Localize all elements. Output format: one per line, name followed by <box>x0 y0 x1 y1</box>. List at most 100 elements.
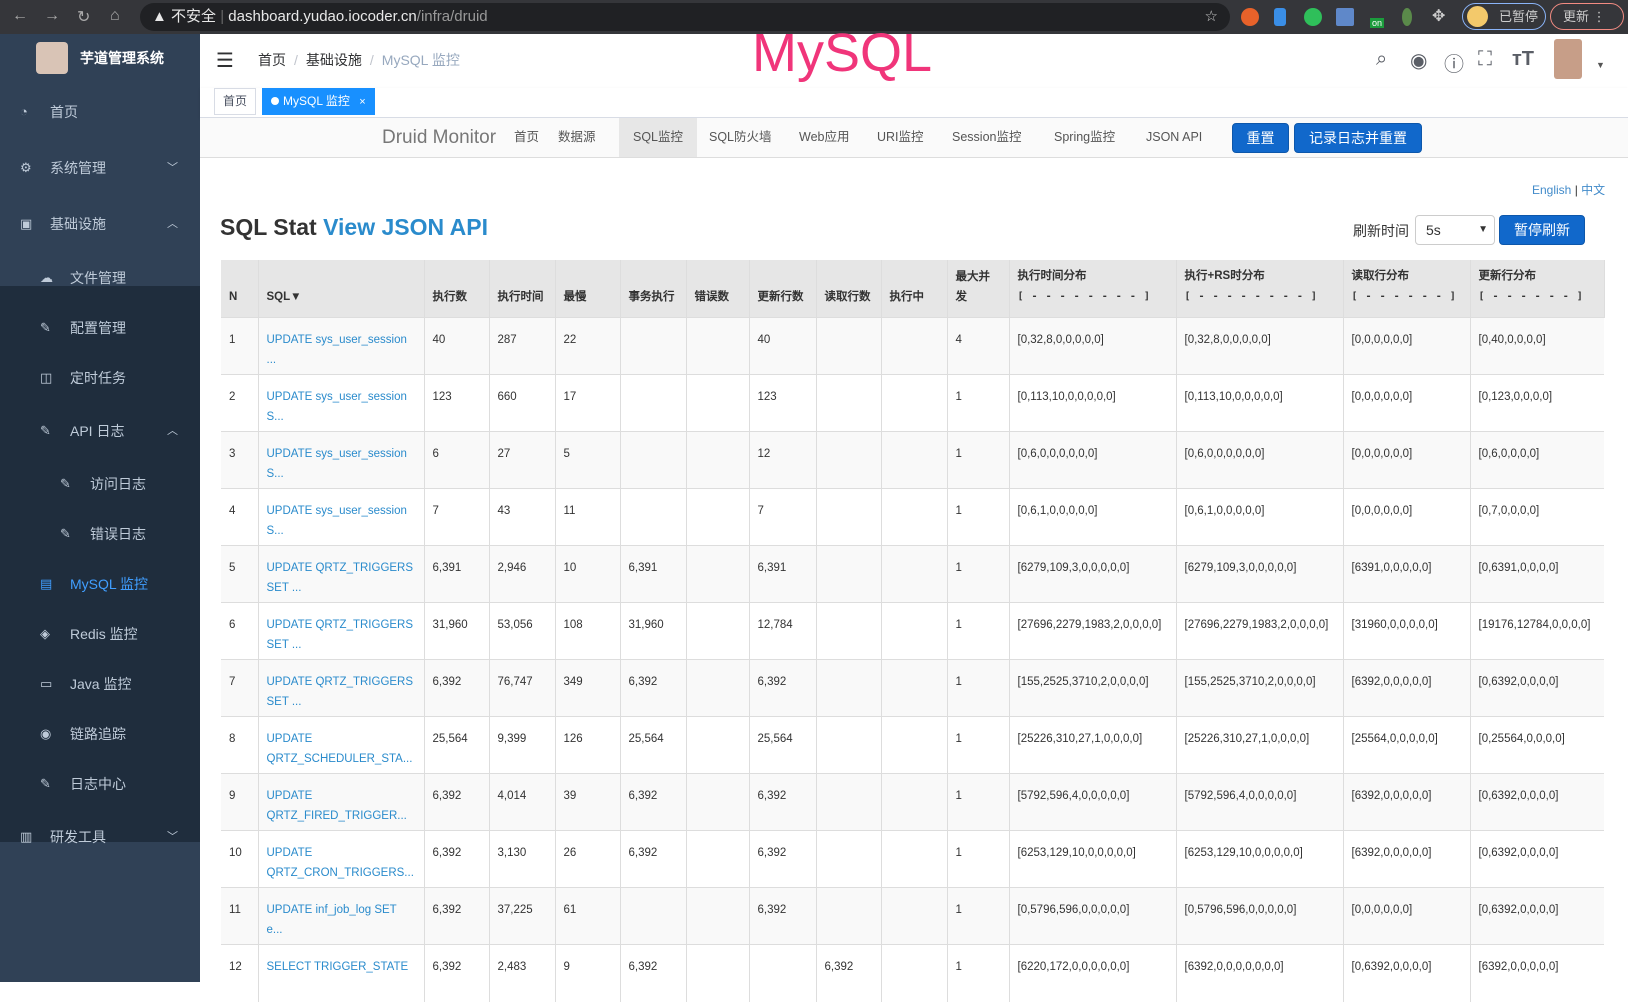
cell-value: [25226,310,27,1,0,0,0,0] <box>1184 733 1310 745</box>
sidebar-item[interactable]: ◫ 定时任务 <box>0 358 200 398</box>
sql-link[interactable]: UPDATE QRTZ_SCHEDULER_STA... <box>266 733 413 765</box>
cell-value: 5 <box>229 562 236 574</box>
druid-brand[interactable]: Druid Monitor <box>382 127 497 148</box>
sql-link[interactable]: UPDATE inf_job_log SET e... <box>266 904 397 936</box>
github-icon[interactable]: ◉ <box>1410 50 1428 72</box>
update-button[interactable]: 更新 ⋮ <box>1550 3 1624 30</box>
cell-value: [0,123,0,0,0,0] <box>1478 391 1553 403</box>
search-icon[interactable]: ⌕ <box>1376 48 1388 70</box>
extension-icon[interactable] <box>1274 8 1286 26</box>
sql-link[interactable]: SELECT TRIGGER_STATE <box>266 961 409 973</box>
druid-nav-item[interactable]: JSON API <box>1146 130 1203 144</box>
sidebar-item[interactable]: ▥ 研发工具 ﹀ <box>0 817 200 857</box>
profile-paused-button[interactable]: 已暂停 <box>1462 3 1546 30</box>
sidebar-item[interactable]: ▣ 基础设施 ︿ <box>0 204 200 244</box>
forward-icon[interactable]: → <box>44 7 60 24</box>
sidebar-item[interactable]: ▤ MySQL 监控 <box>0 564 200 604</box>
sidebar-item[interactable]: ◉ 链路追踪 <box>0 714 200 754</box>
sql-link[interactable]: UPDATE QRTZ_FIRED_TRIGGER... <box>266 790 407 822</box>
druid-nav-item[interactable]: 数据源 <box>558 130 596 144</box>
cell-value: 1 <box>955 847 962 859</box>
extension-icon[interactable] <box>1402 8 1412 26</box>
cell-value: 40 <box>757 334 771 346</box>
cell-value: 1 <box>229 334 236 346</box>
lang-english[interactable]: English <box>1532 183 1572 197</box>
table-cell: 126 <box>554 716 620 774</box>
druid-nav-item[interactable]: URI监控 <box>877 130 924 144</box>
sql-link[interactable]: UPDATE sys_user_session S... <box>266 448 407 480</box>
tag-home[interactable]: 首页 <box>214 88 257 115</box>
star-icon[interactable]: ☆ <box>1204 8 1218 25</box>
table-cell: 2 <box>221 374 258 432</box>
druid-nav-item[interactable]: Web应用 <box>799 130 850 144</box>
fullscreen-icon[interactable]: ⛶ <box>1478 48 1492 70</box>
close-icon[interactable]: × <box>359 96 366 108</box>
lang-chinese[interactable]: 中文 <box>1581 183 1606 197</box>
view-json-api-link[interactable]: View JSON API <box>323 214 489 240</box>
back-icon[interactable]: ← <box>12 7 28 24</box>
druid-nav-item[interactable]: Spring监控 <box>1054 130 1116 144</box>
puzzle-icon[interactable]: ✥ <box>1432 8 1446 25</box>
extension-icon[interactable] <box>1241 8 1259 26</box>
reset-button[interactable]: 重置 <box>1232 123 1289 153</box>
extension-icon[interactable] <box>1304 8 1322 26</box>
cell-value: [5792,596,4,0,0,0,0,0] <box>1017 790 1130 802</box>
sidebar-item[interactable]: ✎ 配置管理 <box>0 308 200 348</box>
hamburger-icon[interactable]: ☰ <box>216 50 234 72</box>
font-size-icon[interactable]: ᴛT <box>1512 48 1535 70</box>
sidebar-item[interactable]: ◈ Redis 监控 <box>0 614 200 654</box>
sql-link[interactable]: UPDATE sys_user_session S... <box>266 391 407 423</box>
sql-link[interactable]: UPDATE QRTZ_TRIGGERS SET ... <box>266 619 414 651</box>
avatar[interactable] <box>1554 39 1582 79</box>
druid-nav-item[interactable]: 首页 <box>514 130 540 144</box>
cell-value: 2 <box>229 391 236 403</box>
sql-link[interactable]: UPDATE sys_user_session ... <box>266 334 407 366</box>
sql-link[interactable]: UPDATE QRTZ_TRIGGERS SET ... <box>266 676 414 708</box>
log-icon: ✎ <box>60 526 71 541</box>
column-header: 读取行分布 [ - - - - - - ] <box>1343 260 1471 318</box>
sidebar-item[interactable]: ✎ 错误日志 <box>0 514 200 554</box>
table-cell: [0,7,0,0,0,0] <box>1469 488 1604 546</box>
help-icon[interactable]: ⓘ <box>1444 54 1464 76</box>
sql-link[interactable]: UPDATE QRTZ_CRON_TRIGGERS... <box>266 847 414 879</box>
paused-label: 已暂停 <box>1499 9 1539 24</box>
sql-link[interactable]: UPDATE QRTZ_TRIGGERS SET ... <box>266 562 414 594</box>
druid-nav-item[interactable]: SQL监控 <box>619 118 698 157</box>
navbar: ☰ 首页 / 基础设施 / MySQL 监控 MySQL ⌕ ◉ ⓘ ⛶ ᴛT ▼ <box>200 23 1628 88</box>
breadcrumb-item[interactable]: 基础设施 <box>305 52 362 68</box>
table-cell <box>880 374 947 432</box>
caret-down-icon[interactable]: ▼ <box>1596 60 1605 70</box>
extension-icon[interactable] <box>1336 8 1354 26</box>
table-cell: [0,6392,0,0,0,0] <box>1469 887 1604 945</box>
column-header[interactable]: SQL▼ <box>258 260 425 318</box>
table-cell: UPDATE QRTZ_TRIGGERS SET ... <box>257 602 424 660</box>
cell-value: 6,392 <box>757 904 787 916</box>
sidebar-item[interactable]: ✎ API 日志 ︿ <box>0 411 200 451</box>
tags-view: 首页 MySQL 监控 × <box>200 88 1628 118</box>
sidebar-item[interactable]: ◔ 首页 <box>0 92 200 132</box>
log-and-reset-button[interactable]: 记录日志并重置 <box>1294 123 1422 153</box>
sidebar-item[interactable]: ▭ Java 监控 <box>0 664 200 704</box>
druid-navbar: Druid Monitor 首页 数据源 SQL监控 SQL防火墙 Web应用 URI监控… <box>200 118 1628 158</box>
tag-mysql[interactable]: MySQL 监控 × <box>262 88 375 115</box>
table-cell: [0,5796,596,0,0,0,0,0] <box>1008 887 1176 945</box>
cell-value: 25,564 <box>628 733 664 745</box>
breadcrumb-item[interactable]: 首页 <box>258 52 286 68</box>
druid-nav-item[interactable]: SQL防火墙 <box>709 130 772 144</box>
table-cell: [5792,596,4,0,0,0,0,0] <box>1175 773 1343 831</box>
refresh-interval-select[interactable]: 5s ▼ <box>1415 215 1495 245</box>
home-icon[interactable]: ⌂ <box>110 7 120 24</box>
sidebar-item[interactable]: ✎ 访问日志 <box>0 464 200 504</box>
sidebar-item[interactable]: ✎ 日志中心 <box>0 764 200 804</box>
pause-refresh-button[interactable]: 暂停刷新 <box>1499 215 1585 245</box>
sidebar-item[interactable]: ☁ 文件管理 <box>0 258 200 298</box>
sidebar-item[interactable]: ⚙ 系统管理 ﹀ <box>0 148 200 188</box>
druid-nav-item[interactable]: Session监控 <box>952 130 1022 144</box>
cell-value: 43 <box>497 505 511 517</box>
table-cell <box>815 431 881 489</box>
table-cell: 108 <box>554 602 620 660</box>
address-bar[interactable]: ▲ 不安全 | dashboard.yudao.iocoder.cn/infra… <box>140 3 1230 31</box>
reload-icon[interactable]: ↻ <box>77 9 91 26</box>
histogram-legend: [ - - - - - - - - ] <box>1017 291 1151 302</box>
sql-link[interactable]: UPDATE sys_user_session S... <box>266 505 407 537</box>
